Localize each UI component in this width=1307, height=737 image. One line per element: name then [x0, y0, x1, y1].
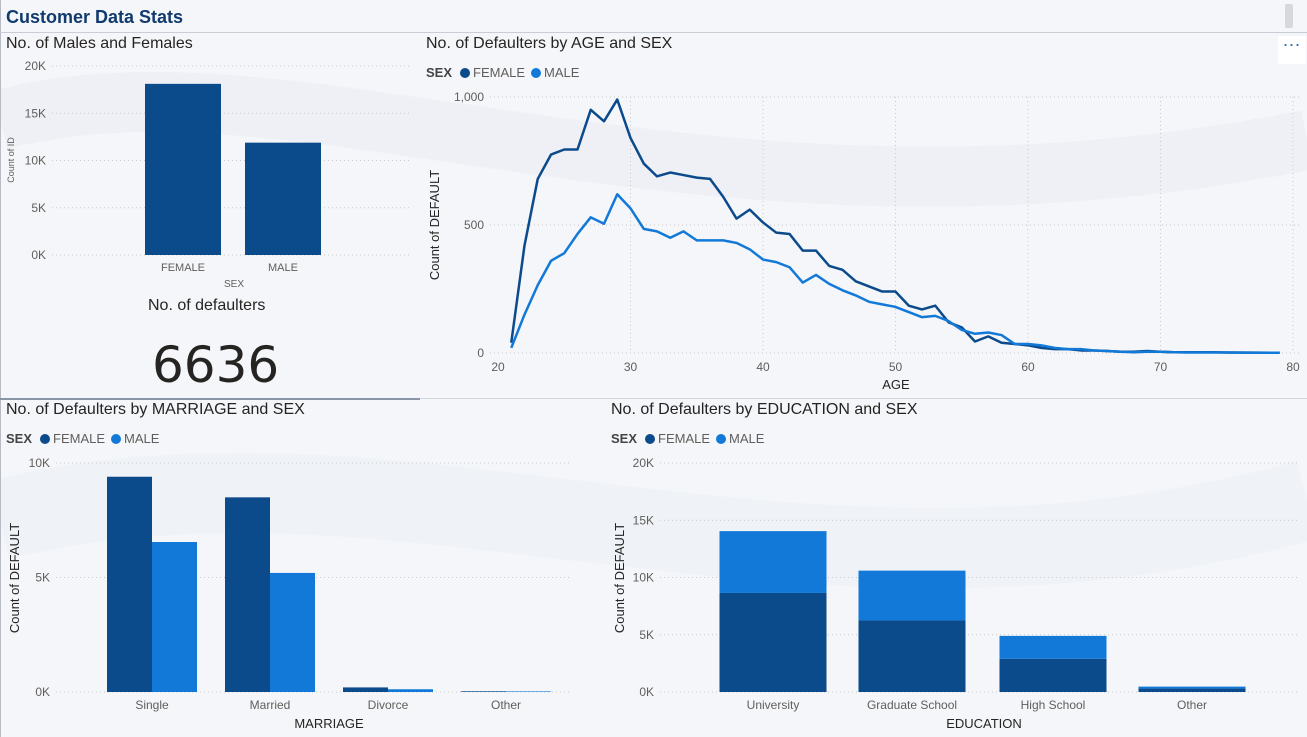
female-dot-icon: [460, 67, 471, 78]
legend-item-male[interactable]: MALE: [544, 65, 580, 80]
chart-title-marriage-sex: No. of Defaulters by MARRIAGE and SEX: [6, 401, 305, 418]
bar-segment: [1138, 686, 1246, 689]
bar: [225, 497, 270, 692]
male-dot-icon: [111, 433, 122, 444]
y-tick-label: 10K: [633, 571, 654, 585]
y-tick-label: 15K: [633, 513, 654, 527]
y-tick-label: 5K: [35, 571, 50, 585]
x-tick-label: Other: [1177, 698, 1207, 712]
page-title: Customer Data Stats: [6, 7, 184, 27]
legend-age-sex: SEX FEMALE MALE: [426, 65, 585, 80]
y-tick-label: 15K: [25, 106, 46, 120]
x-tick-label: 70: [1154, 360, 1168, 374]
x-tick-label: High School: [1021, 698, 1086, 712]
bar-segment: [1138, 688, 1246, 692]
x-tick-label: MALE: [268, 262, 298, 274]
y-axis-label: Count of DEFAULT: [427, 170, 442, 280]
scrollbar-thumb[interactable]: [1285, 4, 1293, 28]
x-tick-label: 50: [889, 360, 903, 374]
x-tick-label: University: [747, 698, 800, 712]
bar: [388, 689, 433, 692]
y-tick-label: 0: [477, 346, 484, 360]
bar-segment: [999, 658, 1107, 692]
left-border: [0, 0, 1, 737]
bar: [343, 687, 388, 692]
bar: [145, 83, 221, 255]
x-tick-label: 30: [624, 360, 638, 374]
title-divider: [0, 32, 1307, 33]
chart-title-education-sex: No. of Defaulters by EDUCATION and SEX: [611, 401, 918, 418]
y-tick-label: 0K: [35, 685, 50, 699]
chart-title-males-females: No. of Males and Females: [6, 35, 193, 52]
bar: [506, 691, 551, 692]
x-axis-label: SEX: [224, 279, 244, 290]
card-value: 6636: [152, 336, 280, 394]
bar-segment: [719, 592, 827, 692]
y-tick-label: 5K: [31, 201, 46, 215]
y-tick-label: 10K: [25, 154, 46, 168]
y-tick-label: 5K: [639, 628, 654, 642]
series-line-male: [510, 193, 1280, 354]
x-tick-label: Divorce: [368, 698, 409, 712]
y-tick-label: 500: [464, 218, 484, 232]
y-axis-label: Count of DEFAULT: [7, 523, 22, 633]
y-tick-label: 1,000: [454, 90, 484, 104]
x-tick-label: Married: [250, 698, 291, 712]
x-tick-label: Graduate School: [867, 698, 957, 712]
legend-item-female[interactable]: FEMALE: [473, 65, 526, 80]
y-axis-label: Count of ID: [6, 137, 16, 183]
legend-marriage-sex: SEX FEMALE MALE: [6, 431, 165, 446]
bar-segment: [999, 635, 1107, 659]
bar-chart-education-sex[interactable]: 0K 5K 10K 15K 20K University Graduate School Hi…: [600, 450, 1307, 737]
male-dot-icon: [716, 433, 727, 444]
bar: [245, 142, 321, 255]
section-divider: [0, 398, 1307, 399]
bar: [270, 572, 315, 692]
x-axis-label: MARRIAGE: [294, 716, 364, 731]
line-chart-age-sex[interactable]: 0 500 1,000 20 30 40 50 60 70 80 AGE Count of DEFAU…: [420, 85, 1307, 395]
female-dot-icon: [40, 433, 51, 444]
y-tick-label: 20K: [25, 59, 46, 73]
legend-item-male[interactable]: MALE: [729, 431, 765, 446]
y-tick-label: 0K: [31, 248, 46, 262]
ellipsis-icon[interactable]: ⋯: [1278, 36, 1306, 64]
bar-chart-marriage-sex[interactable]: 0K 5K 10K Single Married Divorce Other MARRIAGE…: [0, 450, 600, 737]
x-axis-label: AGE: [882, 377, 910, 392]
x-tick-label: Single: [135, 698, 169, 712]
x-tick-label: 80: [1286, 360, 1300, 374]
section-divider-accent: [0, 398, 420, 400]
y-tick-label: 20K: [633, 456, 654, 470]
x-tick-label: FEMALE: [161, 262, 205, 274]
bar-segment: [719, 531, 827, 593]
card-label: No. of defaulters: [148, 297, 266, 314]
legend-title: SEX: [611, 431, 638, 446]
bar: [152, 542, 197, 692]
x-tick-label: Other: [491, 698, 521, 712]
legend-item-female[interactable]: FEMALE: [658, 431, 711, 446]
x-axis-label: EDUCATION: [946, 716, 1022, 731]
legend-item-male[interactable]: MALE: [124, 431, 160, 446]
y-axis-label: Count of DEFAULT: [612, 523, 627, 633]
male-dot-icon: [531, 67, 542, 78]
legend-title: SEX: [6, 431, 33, 446]
bar: [461, 691, 506, 692]
chart-title-age-sex: No. of Defaulters by AGE and SEX: [426, 35, 673, 52]
x-tick-label: 60: [1021, 360, 1035, 374]
x-tick-label: 20: [491, 360, 505, 374]
legend-title: SEX: [426, 65, 453, 80]
y-tick-label: 0K: [639, 685, 654, 699]
x-tick-label: 40: [756, 360, 770, 374]
legend-education-sex: SEX FEMALE MALE: [611, 431, 770, 446]
bar-chart-males-females[interactable]: 0K 5K 10K 15K 20K FEMALE MALE SEX Count of ID: [0, 55, 420, 295]
bar: [107, 476, 152, 692]
y-tick-label: 10K: [29, 456, 50, 470]
female-dot-icon: [645, 433, 656, 444]
bar-segment: [858, 620, 966, 692]
bar-segment: [858, 570, 966, 621]
legend-item-female[interactable]: FEMALE: [53, 431, 106, 446]
